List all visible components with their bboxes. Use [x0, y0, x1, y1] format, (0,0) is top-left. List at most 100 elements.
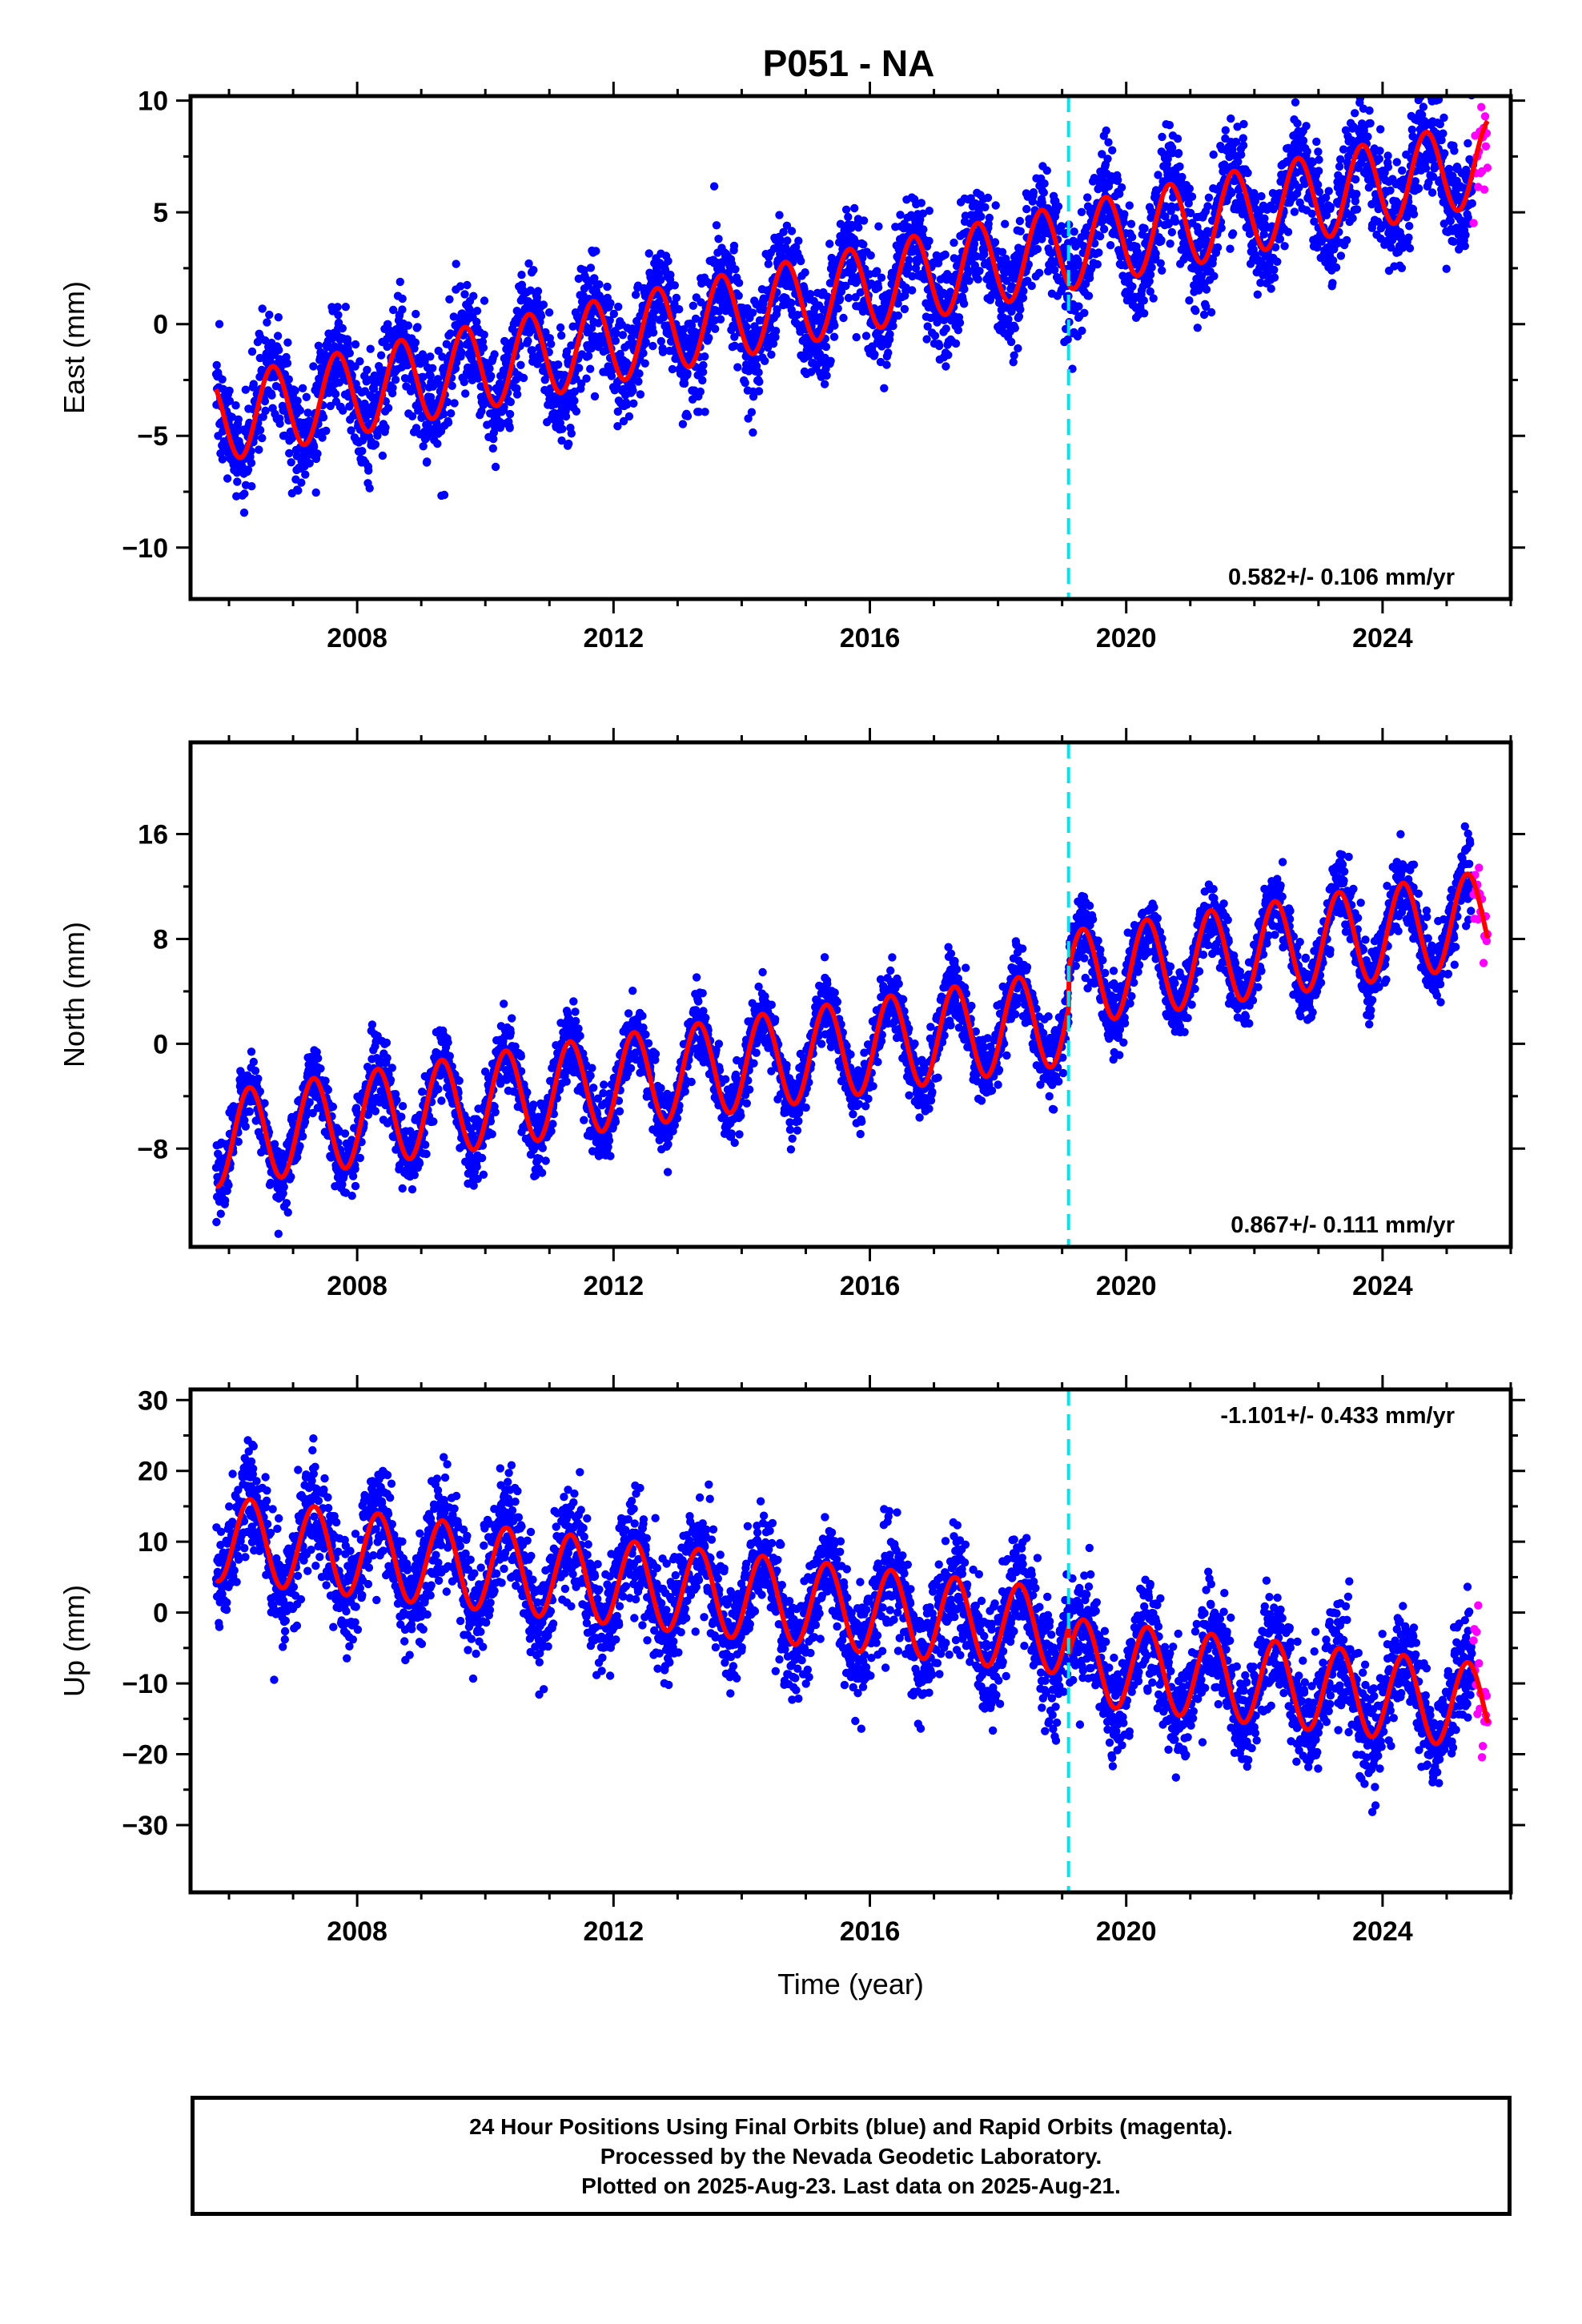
- final-orbit-point: [850, 203, 859, 213]
- final-orbit-point: [1140, 309, 1149, 318]
- final-orbit-point: [419, 372, 428, 381]
- final-orbit-point: [1299, 136, 1308, 145]
- final-orbit-point: [1151, 249, 1160, 258]
- final-orbit-point: [1204, 193, 1214, 202]
- final-orbit-point: [1174, 149, 1183, 158]
- final-orbit-point: [640, 359, 649, 368]
- final-orbit-point: [609, 309, 618, 319]
- final-orbit-point: [284, 375, 293, 384]
- final-orbit-point: [227, 412, 236, 421]
- final-orbit-point: [505, 424, 514, 432]
- final-orbit-point: [1027, 281, 1036, 291]
- final-orbit-point: [576, 379, 586, 388]
- final-orbit-point: [1383, 163, 1393, 171]
- final-orbit-point: [744, 414, 753, 423]
- final-orbit-point: [1139, 296, 1149, 305]
- final-orbit-point: [215, 320, 224, 328]
- final-orbit-point: [1358, 86, 1366, 94]
- final-orbit-point: [480, 330, 488, 340]
- final-orbit-point: [328, 1102, 338, 1112]
- scatter-points-east: [211, 86, 1492, 517]
- final-orbit-point: [1440, 149, 1449, 158]
- final-orbit-point: [1307, 209, 1317, 218]
- final-orbit-point: [480, 296, 489, 305]
- final-orbit-point: [287, 1172, 295, 1181]
- final-orbit-point: [1187, 192, 1197, 201]
- final-orbit-point: [351, 340, 360, 349]
- final-orbit-point: [319, 412, 328, 422]
- final-orbit-point: [258, 304, 267, 313]
- final-orbit-point: [1315, 155, 1323, 164]
- final-orbit-point: [1392, 158, 1402, 167]
- final-orbit-point: [884, 348, 893, 357]
- final-orbit-point: [605, 316, 614, 325]
- final-orbit-point: [612, 329, 620, 338]
- final-orbit-point: [925, 236, 934, 246]
- final-orbit-point: [309, 362, 318, 371]
- final-orbit-point: [275, 419, 284, 428]
- final-orbit-point: [631, 290, 640, 300]
- final-orbit-point: [687, 321, 697, 330]
- final-orbit-point: [613, 407, 622, 416]
- final-orbit-point: [1315, 187, 1324, 196]
- final-orbit-point: [1217, 223, 1226, 232]
- final-orbit-point: [829, 332, 839, 341]
- final-orbit-point: [418, 350, 428, 359]
- final-orbit-point: [540, 376, 549, 384]
- final-orbit-point: [291, 386, 299, 395]
- final-orbit-point: [339, 406, 347, 415]
- final-orbit-point: [1314, 167, 1323, 175]
- final-orbit-point: [1365, 106, 1374, 115]
- final-orbit-point: [696, 387, 705, 396]
- final-orbit-point: [1167, 227, 1177, 237]
- final-orbit-point: [488, 444, 497, 453]
- final-orbit-point: [295, 1142, 304, 1151]
- final-orbit-point: [742, 323, 751, 332]
- final-orbit-point: [558, 424, 567, 433]
- final-orbit-point: [861, 332, 871, 340]
- final-orbit-point: [1042, 166, 1052, 175]
- y-tick-label: 5: [153, 198, 168, 228]
- final-orbit-point: [874, 222, 883, 231]
- rapid-orbit-point: [1480, 185, 1489, 194]
- final-orbit-point: [587, 344, 596, 353]
- final-orbit-point: [373, 431, 382, 440]
- velocity-annotation-east: 0.582+/- 0.106 mm/yr: [1228, 565, 1455, 590]
- final-orbit-point: [1094, 248, 1103, 257]
- final-orbit-point: [622, 400, 632, 409]
- final-orbit-point: [1227, 114, 1235, 123]
- final-orbit-point: [1468, 86, 1476, 94]
- final-orbit-point: [388, 384, 397, 392]
- final-orbit-point: [613, 422, 622, 431]
- final-orbit-point: [240, 489, 249, 498]
- final-orbit-point: [524, 297, 532, 306]
- final-orbit-point: [584, 352, 593, 360]
- final-orbit-point: [1093, 259, 1102, 269]
- final-orbit-point: [1419, 103, 1428, 111]
- final-orbit-point: [557, 436, 566, 445]
- final-orbit-point: [1331, 263, 1341, 272]
- final-orbit-point: [656, 336, 665, 346]
- final-orbit-point: [1010, 351, 1018, 360]
- final-orbit-point: [893, 311, 903, 320]
- final-orbit-point: [981, 203, 990, 211]
- final-orbit-point: [376, 351, 386, 360]
- final-orbit-point: [347, 426, 355, 435]
- final-orbit-point: [960, 284, 969, 294]
- final-orbit-point: [826, 356, 835, 365]
- final-orbit-point: [254, 1074, 263, 1084]
- final-orbit-point: [873, 283, 883, 292]
- final-orbit-point: [859, 216, 869, 225]
- final-orbit-point: [900, 304, 909, 314]
- final-orbit-point: [1342, 235, 1351, 245]
- final-orbit-point: [562, 347, 572, 356]
- final-orbit-point: [1070, 227, 1078, 236]
- final-orbit-point: [396, 277, 404, 287]
- final-orbit-point: [358, 447, 367, 456]
- final-orbit-point: [934, 341, 944, 351]
- final-orbit-point: [656, 275, 665, 284]
- final-orbit-point: [412, 309, 420, 319]
- final-orbit-point: [797, 256, 805, 266]
- final-orbit-point: [749, 392, 758, 401]
- final-orbit-point: [224, 1180, 233, 1190]
